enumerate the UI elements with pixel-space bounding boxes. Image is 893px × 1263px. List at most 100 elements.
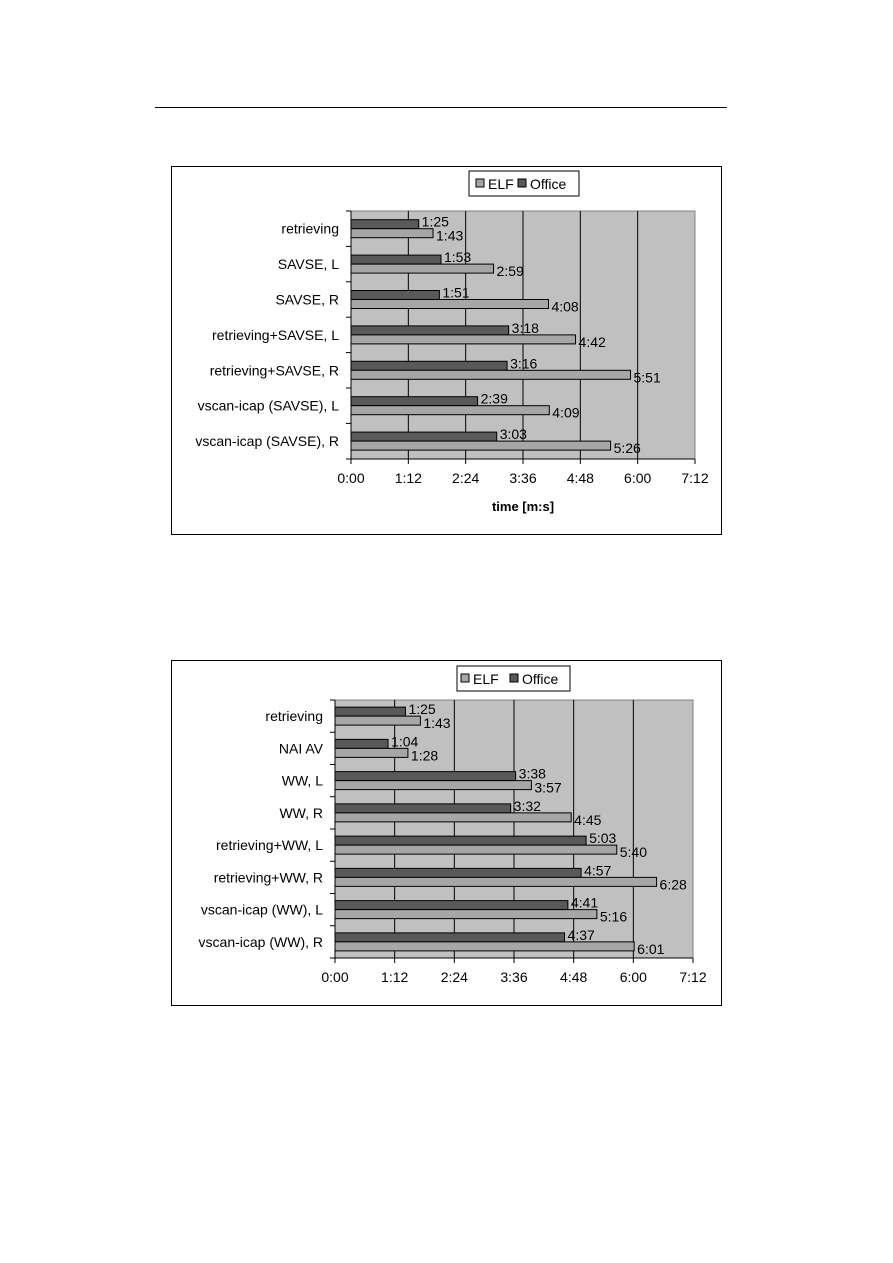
legend-swatch-elf — [475, 178, 485, 188]
elf-data-label: 1:28 — [411, 747, 438, 763]
elf-data-label: 1:43 — [423, 715, 450, 731]
category-label: WW, R — [279, 805, 323, 821]
elf-data-label: 4:42 — [579, 334, 606, 350]
x-tick-label: 4:48 — [560, 969, 587, 985]
office-bar — [350, 360, 508, 371]
x-tick-label: 0:00 — [321, 969, 348, 985]
elf-data-label: 5:51 — [634, 369, 661, 385]
elf-data-label: 5:16 — [600, 909, 627, 925]
legend-label-office: Office — [522, 671, 559, 687]
elf-bar — [334, 780, 532, 791]
x-tick-label: 1:12 — [395, 470, 422, 486]
category-label: retrieving+WW, R — [214, 869, 323, 885]
office-bar — [350, 290, 440, 300]
office-bar — [350, 325, 510, 336]
elf-data-label: 5:40 — [620, 844, 647, 860]
elf-data-label: 6:01 — [637, 941, 664, 957]
elf-data-label: 5:26 — [614, 440, 641, 456]
x-tick-label: 2:24 — [441, 969, 468, 985]
legend-swatch-office — [509, 673, 519, 683]
legend-swatch-elf — [460, 673, 470, 683]
office-data-label: 2:39 — [481, 391, 508, 407]
chart-savse-svg: 0:00 1:12 2:24 3:36 4:48 6:00 7:12 retrieving 1:… — [195, 170, 709, 514]
legend-label-office: Office — [530, 176, 567, 192]
elf-bar — [334, 812, 572, 823]
office-data-label: 4:57 — [584, 862, 611, 878]
elf-data-label: 4:09 — [552, 405, 579, 421]
office-bar — [334, 932, 566, 943]
chart-ww-svg: 0:00 1:12 2:24 3:36 4:48 6:00 7:12 retrieving 1:… — [199, 665, 707, 985]
elf-data-label: 1:43 — [436, 228, 463, 244]
elf-bar — [350, 299, 549, 309]
office-data-label: 3:03 — [500, 426, 527, 442]
office-bar — [334, 706, 406, 717]
elf-bar — [334, 941, 635, 952]
elf-data-label: 2:59 — [497, 263, 524, 279]
category-label: SAVSE, R — [275, 292, 339, 308]
office-data-label: 1:25 — [422, 214, 449, 230]
legend-label-elf: ELF — [473, 671, 499, 687]
chart-savse: 0:00 1:12 2:24 3:36 4:48 6:00 7:12 retrieving 1:… — [171, 166, 722, 535]
elf-bar — [350, 405, 550, 416]
elf-bar — [334, 876, 658, 887]
elf-bar — [350, 369, 631, 380]
office-bar — [350, 219, 420, 230]
elf-bar — [334, 909, 598, 920]
office-data-label: 3:18 — [512, 320, 539, 336]
x-tick-label: 2:24 — [452, 470, 479, 486]
x-tick-label: 1:12 — [381, 969, 408, 985]
office-data-label: 1:25 — [408, 701, 435, 717]
office-data-label: 5:03 — [589, 830, 616, 846]
office-data-label: 3:16 — [510, 355, 537, 371]
legend-label-elf: ELF — [488, 176, 514, 192]
office-bar — [334, 835, 587, 846]
category-label: retrieving+SAVSE, R — [210, 362, 339, 378]
category-label: retrieving — [281, 221, 339, 237]
office-bar — [350, 431, 498, 442]
office-data-label: 3:38 — [519, 766, 546, 782]
category-label: retrieving+SAVSE, L — [212, 327, 339, 343]
x-tick-label: 7:12 — [681, 470, 708, 486]
page-header-rule — [155, 107, 727, 108]
office-data-label: 4:37 — [568, 927, 595, 943]
category-label: WW, L — [282, 773, 323, 789]
office-bar — [334, 771, 517, 782]
elf-bar — [334, 747, 409, 758]
category-label: vscan-icap (WW), R — [199, 934, 323, 950]
category-label: retrieving+WW, L — [216, 837, 323, 853]
chart-ww: 0:00 1:12 2:24 3:36 4:48 6:00 7:12 retrieving 1:… — [171, 660, 722, 1006]
x-tick-label: 7:12 — [679, 969, 706, 985]
elf-bar — [334, 844, 618, 855]
office-bar — [334, 738, 389, 749]
elf-bar — [350, 440, 612, 451]
elf-bar — [350, 334, 577, 345]
category-label: NAI AV — [279, 740, 324, 756]
office-data-label: 1:04 — [391, 733, 418, 749]
x-tick-label: 3:36 — [500, 969, 527, 985]
office-data-label: 1:53 — [444, 249, 471, 265]
elf-data-label: 3:57 — [534, 780, 561, 796]
category-label: SAVSE, L — [278, 256, 339, 272]
office-bar — [334, 900, 569, 911]
category-label: vscan-icap (SAVSE), L — [198, 398, 340, 414]
category-label: vscan-icap (WW), L — [201, 902, 323, 918]
office-bar — [334, 867, 582, 878]
office-data-label: 1:51 — [442, 285, 469, 301]
office-bar — [350, 254, 442, 265]
office-bar — [350, 396, 479, 407]
office-bar — [334, 803, 512, 814]
elf-data-label: 4:08 — [551, 299, 578, 315]
office-data-label: 4:41 — [571, 895, 598, 911]
elf-bar — [350, 228, 434, 239]
x-tick-label: 6:00 — [620, 969, 647, 985]
office-data-label: 3:32 — [514, 798, 541, 814]
elf-data-label: 6:28 — [660, 876, 687, 892]
elf-data-label: 4:45 — [574, 812, 601, 828]
x-tick-label: 0:00 — [337, 470, 364, 486]
category-label: retrieving — [265, 708, 323, 724]
legend-swatch-office — [517, 178, 527, 188]
elf-bar — [334, 715, 421, 726]
elf-bar — [350, 263, 495, 274]
x-tick-label: 6:00 — [624, 470, 651, 486]
x-tick-label: 3:36 — [509, 470, 536, 486]
